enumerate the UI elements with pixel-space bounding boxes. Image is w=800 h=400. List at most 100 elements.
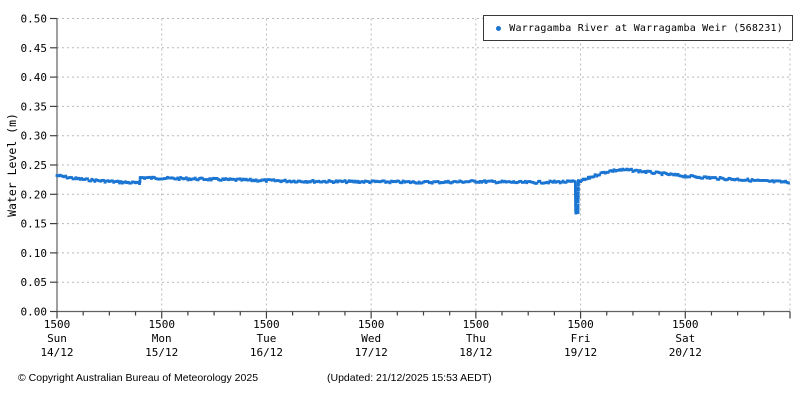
data-point	[609, 169, 613, 172]
data-point	[173, 177, 177, 181]
data-point	[638, 169, 642, 172]
y-tick-label: 0.05	[21, 276, 48, 289]
y-tick-label: 0.35	[21, 100, 48, 113]
y-tick-label: 0.30	[21, 130, 48, 143]
data-point	[281, 179, 284, 183]
data-point	[656, 170, 660, 174]
data-point	[576, 203, 580, 207]
data-point	[749, 179, 753, 183]
data-point	[368, 181, 372, 184]
data-point	[339, 179, 342, 183]
data-point	[384, 181, 388, 184]
data-point	[302, 180, 306, 184]
data-point	[649, 169, 652, 173]
data-point	[771, 179, 774, 182]
data-point	[438, 181, 441, 185]
data-point	[109, 179, 113, 183]
data-point	[198, 177, 201, 180]
data-point	[288, 179, 292, 183]
data-point	[593, 173, 597, 177]
data-point	[624, 168, 628, 172]
data-point	[612, 168, 616, 172]
data-point	[596, 173, 600, 177]
data-point	[513, 181, 517, 184]
x-date-label: 15/12	[145, 346, 178, 359]
data-point	[289, 180, 293, 184]
data-point	[523, 179, 527, 183]
data-point	[574, 200, 577, 204]
data-point	[283, 178, 287, 182]
data-point	[430, 181, 434, 185]
data-point	[318, 180, 322, 184]
data-point	[574, 191, 577, 194]
data-point	[294, 180, 297, 184]
data-point	[724, 178, 728, 182]
data-point	[686, 175, 690, 179]
data-point	[321, 180, 325, 183]
y-tick-label: 0.40	[21, 71, 48, 84]
data-point	[473, 179, 476, 183]
data-point	[395, 179, 399, 183]
data-point	[503, 179, 507, 183]
y-tick-label: 0.45	[21, 42, 48, 55]
chart-legend: Warragamba River at Warragamba Weir (568…	[483, 15, 793, 41]
data-point	[576, 198, 580, 201]
data-point	[222, 178, 226, 181]
x-day-label: Tue	[256, 332, 276, 345]
data-point	[576, 191, 580, 195]
gridlines	[57, 18, 791, 312]
x-day-label: Mon	[152, 332, 172, 345]
x-time-label: 1500	[672, 318, 699, 331]
data-point	[564, 180, 568, 184]
data-point	[551, 180, 555, 184]
data-point	[336, 180, 340, 184]
data-point	[128, 181, 132, 185]
data-point	[630, 167, 633, 171]
data-point	[93, 180, 97, 183]
data-point	[102, 178, 105, 182]
data-point	[480, 180, 484, 184]
data-point	[377, 180, 380, 183]
data-point	[736, 177, 739, 181]
data-point	[720, 176, 723, 180]
data-point	[573, 180, 577, 184]
data-point	[64, 174, 68, 178]
data-point	[733, 178, 737, 182]
data-point	[182, 177, 185, 181]
data-point	[628, 168, 632, 171]
data-point	[179, 176, 182, 179]
chart-footer: © Copyright Australian Bureau of Meteoro…	[0, 372, 800, 388]
data-point	[157, 177, 161, 181]
data-point	[516, 180, 520, 184]
data-point	[251, 178, 255, 182]
data-point	[688, 175, 691, 179]
data-point	[313, 181, 316, 184]
data-point	[158, 177, 162, 181]
data-point	[666, 173, 670, 176]
data-point	[192, 177, 196, 181]
x-date-label: 18/12	[459, 346, 492, 359]
data-point	[390, 179, 393, 183]
y-tick-label: 0.50	[21, 13, 48, 26]
data-point	[205, 178, 209, 181]
data-point	[406, 180, 409, 184]
data-point	[227, 178, 230, 182]
data-point	[577, 181, 580, 185]
y-tick-label: 0.25	[21, 159, 48, 172]
data-point	[746, 177, 750, 181]
data-point	[574, 205, 578, 208]
data-point	[350, 179, 354, 183]
data-point	[311, 179, 315, 182]
data-point	[611, 170, 614, 173]
data-point	[452, 180, 456, 183]
data-point	[708, 177, 712, 180]
legend-series-label: Warragamba River at Warragamba Weir (568…	[509, 22, 783, 34]
data-point	[83, 178, 86, 181]
data-point	[345, 181, 348, 185]
data-point	[441, 181, 444, 185]
data-point	[631, 170, 635, 173]
data-point	[602, 170, 606, 174]
data-point	[400, 181, 404, 185]
data-point	[153, 176, 156, 179]
data-point	[249, 177, 252, 181]
